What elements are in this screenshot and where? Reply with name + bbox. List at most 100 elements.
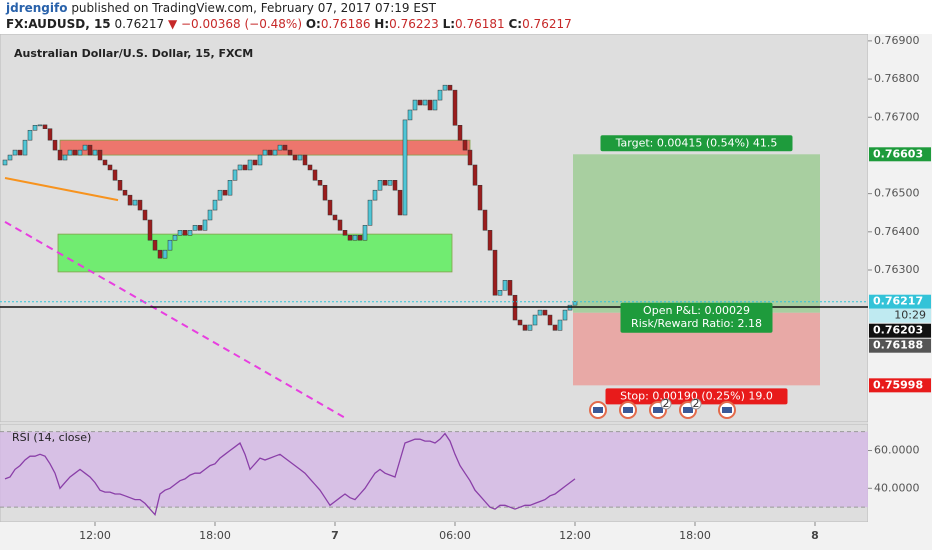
- last: 0.76217: [114, 17, 165, 31]
- o: 0.76186: [320, 17, 371, 31]
- candle: [442, 84, 448, 91]
- candle: [142, 209, 148, 221]
- event-badge: 2: [693, 397, 700, 410]
- candle: [447, 84, 453, 91]
- x-tick-label: 18:00: [679, 529, 711, 542]
- candle: [192, 225, 198, 231]
- candle: [137, 199, 143, 211]
- candle: [197, 225, 203, 231]
- x-tick-label: 12:00: [559, 529, 591, 542]
- candle: [482, 209, 488, 231]
- candle: [322, 184, 328, 201]
- candle: [127, 194, 133, 206]
- time-axis: [0, 522, 932, 550]
- candle: [517, 319, 523, 326]
- candle: [497, 289, 503, 296]
- candle: [7, 154, 13, 161]
- rr-label: Risk/Reward Ratio: 2.18: [631, 317, 762, 330]
- candle: [107, 164, 113, 171]
- candle: [47, 128, 53, 141]
- pnl-label: Open P&L: 0.00029: [643, 304, 750, 317]
- price-label-bg: [869, 338, 931, 353]
- stop-label-bg: [605, 388, 788, 405]
- candle: [552, 324, 558, 331]
- candle: [432, 99, 438, 111]
- trend-line: [4, 176, 119, 202]
- candle: [87, 144, 93, 156]
- candle: [372, 189, 378, 201]
- target-zone: [573, 154, 820, 313]
- candle: [332, 214, 338, 221]
- candle: [102, 159, 108, 166]
- candle: [472, 164, 478, 186]
- rsi-tick-label: 40.0000: [874, 481, 920, 494]
- candle: [117, 180, 123, 191]
- h-label: H:: [374, 17, 390, 31]
- candle: [537, 309, 543, 316]
- candle: [427, 99, 433, 111]
- candle: [177, 230, 183, 236]
- symbol: FX:AUDUSD, 15: [6, 17, 111, 31]
- price-label-bg: [869, 294, 931, 309]
- candle: [22, 139, 28, 156]
- candle: [32, 125, 38, 131]
- candle: [487, 230, 493, 251]
- price-axis: [868, 34, 932, 522]
- candle: [492, 249, 498, 296]
- event-flag: [623, 407, 633, 413]
- candle: [317, 180, 323, 186]
- candle: [237, 164, 243, 171]
- candle: [217, 189, 223, 201]
- candle: [392, 180, 398, 191]
- candle: [187, 230, 193, 236]
- candle: [257, 154, 263, 166]
- candle: [222, 189, 228, 196]
- candle: [557, 319, 563, 331]
- candle: [437, 89, 443, 101]
- candle: [167, 239, 173, 251]
- countdown-bg: [869, 308, 931, 323]
- event-badge-bg: [660, 398, 672, 410]
- candle: [147, 219, 153, 241]
- candle: [522, 324, 528, 331]
- candle: [212, 199, 218, 211]
- candle: [152, 239, 158, 251]
- candle: [67, 149, 73, 156]
- event-flag: [683, 407, 693, 413]
- candle: [382, 180, 388, 186]
- candle: [247, 159, 253, 171]
- chart: Australian Dollar/U.S. Dollar, 15, FXCM T…: [0, 34, 932, 550]
- user[interactable]: jdrengifo: [6, 1, 68, 15]
- candle: [132, 199, 138, 206]
- candle: [182, 230, 188, 236]
- candle: [532, 314, 538, 326]
- price-label: 0.76603: [873, 147, 923, 160]
- event-badge-bg: [690, 398, 702, 410]
- header: jdrengifo published on TradingView.com, …: [6, 0, 926, 32]
- event-flag: [593, 407, 603, 413]
- stop-label: Stop: 0.00190 (0.25%) 19.0: [620, 389, 773, 402]
- c: 0.76217: [522, 17, 572, 31]
- candle: [547, 314, 553, 326]
- event-flag: [722, 407, 732, 413]
- candle: [92, 149, 98, 156]
- candle: [357, 235, 363, 241]
- candle: [452, 89, 458, 126]
- x-tick-label: 18:00: [199, 529, 231, 542]
- change: ▼ −0.00368 (−0.48%): [167, 17, 303, 31]
- rsi-title: RSI (14, close): [12, 431, 91, 444]
- candle: [462, 139, 468, 151]
- candle: [2, 159, 8, 166]
- price-label-bg: [869, 147, 931, 162]
- candle: [307, 164, 313, 171]
- candle: [112, 169, 118, 181]
- candle: [542, 309, 548, 316]
- c-label: C:: [508, 17, 523, 31]
- candle: [227, 180, 233, 196]
- candle: [397, 189, 403, 216]
- candle: [467, 149, 473, 166]
- candle: [62, 154, 68, 161]
- l: 0.76181: [455, 17, 505, 31]
- x-tick-label: 12:00: [79, 529, 111, 542]
- candle: [292, 154, 298, 161]
